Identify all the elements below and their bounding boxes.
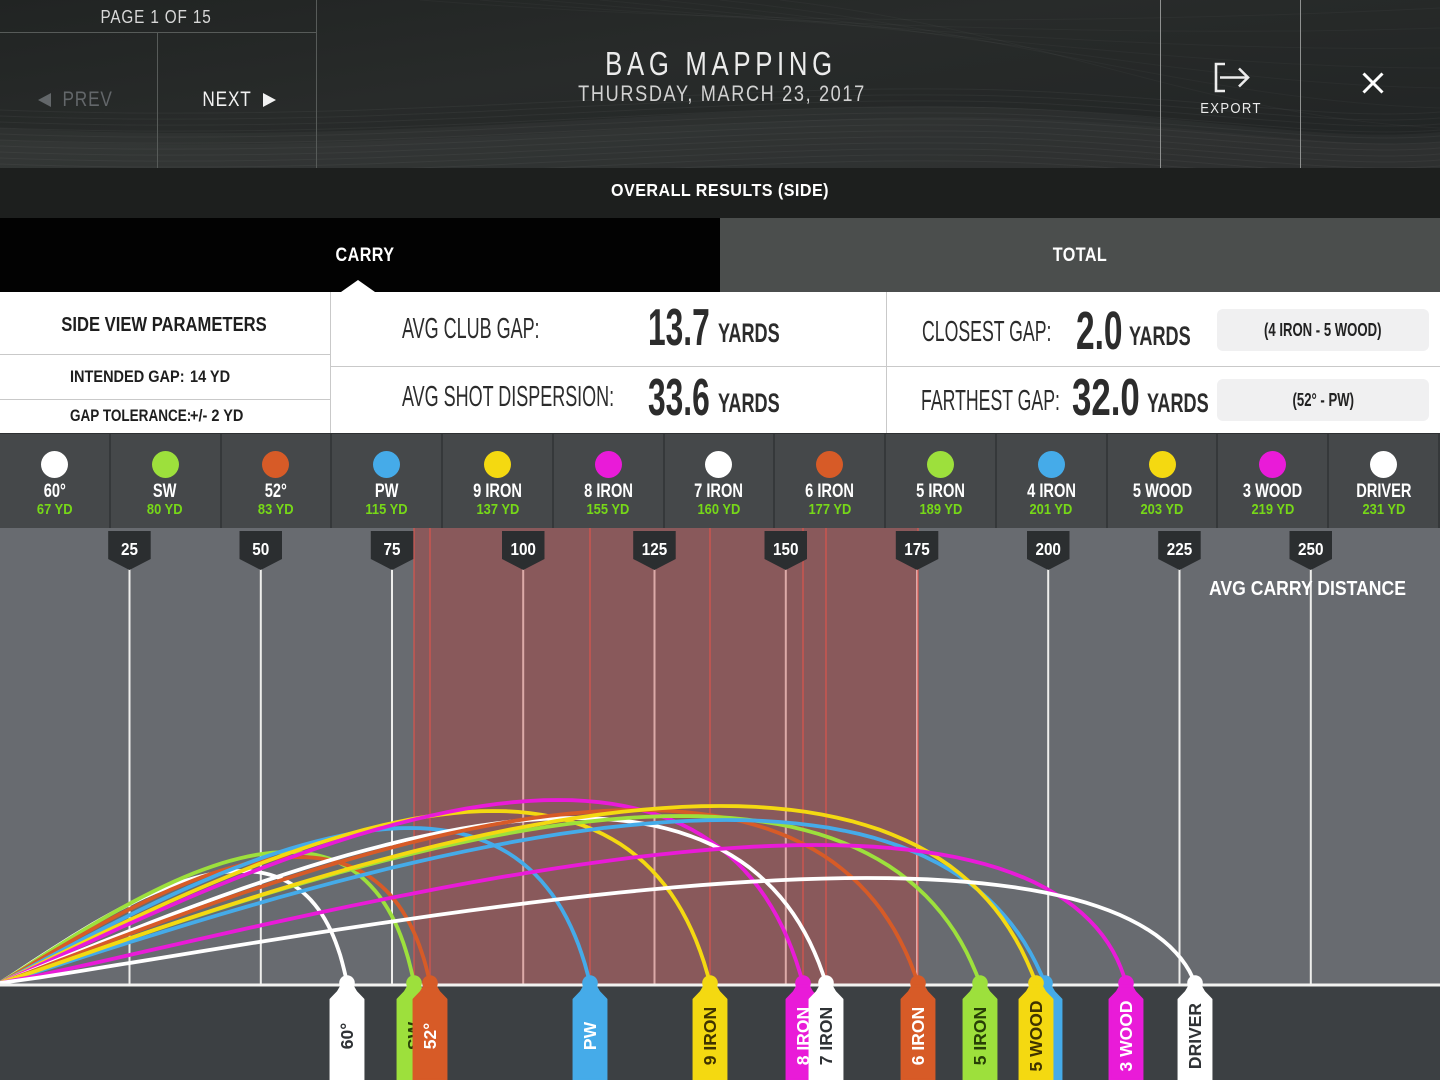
svg-text:50: 50: [252, 539, 269, 559]
svg-text:200: 200: [1035, 539, 1061, 559]
svg-text:100: 100: [510, 539, 536, 559]
svg-text:AVG CARRY DISTANCE: AVG CARRY DISTANCE: [1209, 577, 1406, 600]
svg-text:175: 175: [904, 539, 930, 559]
svg-text:3 WOOD: 3 WOOD: [1116, 1001, 1136, 1072]
svg-text:7 IRON: 7 IRON: [816, 1007, 836, 1065]
svg-text:PW: PW: [580, 1021, 600, 1050]
svg-text:225: 225: [1167, 539, 1193, 559]
svg-text:5 WOOD: 5 WOOD: [1026, 1001, 1046, 1072]
svg-text:9 IRON: 9 IRON: [700, 1007, 720, 1065]
svg-text:60°: 60°: [337, 1023, 357, 1049]
svg-text:150: 150: [773, 539, 799, 559]
svg-text:DRIVER: DRIVER: [1185, 1003, 1205, 1069]
svg-text:52°: 52°: [420, 1023, 440, 1049]
svg-text:5 IRON: 5 IRON: [970, 1007, 990, 1065]
svg-text:125: 125: [642, 539, 668, 559]
svg-text:250: 250: [1298, 539, 1324, 559]
svg-text:25: 25: [121, 539, 138, 559]
svg-text:75: 75: [384, 539, 401, 559]
svg-text:6 IRON: 6 IRON: [908, 1007, 928, 1065]
svg-text:8 IRON: 8 IRON: [793, 1007, 813, 1065]
